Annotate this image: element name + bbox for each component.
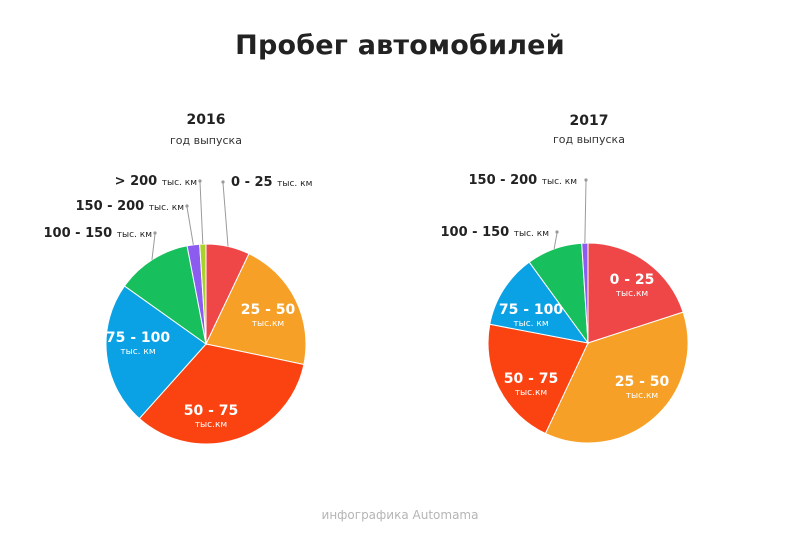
- pie-2017-slice-5-label: 150 - 200 тыс. км: [469, 173, 578, 188]
- pie-2016-slice-6-label: > 200 тыс. км: [115, 174, 197, 189]
- pie-2017-slice-0-label: 0 - 25: [610, 272, 655, 288]
- pie-2016-slice-4-label: 100 - 150 тыс. км: [44, 226, 153, 241]
- pie-2016-slice-3: [105, 285, 207, 420]
- pie-2017-slice-3-unit: тыс. км: [513, 319, 548, 329]
- pie-2016-slice-2-label: 50 - 75: [184, 403, 239, 419]
- pie-2016-slice-4: [123, 245, 207, 346]
- pie-2017-slice-4-leader: [553, 232, 558, 249]
- pie-2017-slice-5: [581, 242, 589, 344]
- pie-2017-slice-1-unit: тыс.км: [626, 391, 658, 401]
- pie-2016-slice-0-label: 0 - 25 тыс. км: [231, 175, 312, 190]
- pie-2017-slice-1: [544, 311, 689, 444]
- pie-2016-slice-4-dot: [153, 231, 157, 235]
- pie-2016-slice-3-label: 75 - 100: [106, 330, 171, 346]
- pie-2016-slice-3-unit: тыс. км: [120, 347, 155, 357]
- pie-2017-slice-3: [489, 261, 590, 344]
- chart-2016-subtitle: год выпуска: [170, 134, 242, 147]
- pie-2017-slice-0: [587, 242, 684, 344]
- pie-2017-slice-2-unit: тыс.км: [515, 388, 547, 398]
- pie-2017-slice-2: [487, 323, 589, 435]
- pie-2016-slice-2: [138, 343, 305, 445]
- pie-2017-slice-4-label: 100 - 150 тыс. км: [441, 225, 550, 240]
- chart-2016-title: 2016: [186, 112, 226, 128]
- pie-2016-slice-1-unit: тыс.км: [252, 319, 284, 329]
- footer-credit: инфографика Automama: [321, 508, 479, 522]
- pie-2016-slice-6-dot: [198, 179, 202, 183]
- pie-2017-slice-2-label: 50 - 75: [504, 371, 559, 387]
- chart-2017-subtitle: год выпуска: [553, 133, 625, 146]
- pie-2017-slice-0-unit: тыс.км: [616, 289, 648, 299]
- chart-2017-title: 2017: [569, 113, 609, 129]
- pie-2016-slice-0-leader: [222, 182, 229, 247]
- pie-2017-slice-1-label: 25 - 50: [615, 374, 670, 390]
- pie-2016-slice-6-leader: [199, 181, 204, 245]
- pie-2016-slice-2-unit: тыс.км: [195, 420, 227, 430]
- pie-2016-slice-5-dot: [185, 204, 189, 208]
- page-title: Пробег автомобилей: [235, 30, 565, 61]
- pie-2016-slice-0-dot: [221, 180, 225, 184]
- pie-2016-slice-1-label: 25 - 50: [241, 302, 296, 318]
- pie-2017-slice-5-leader: [584, 180, 587, 244]
- pie-2016-slice-1: [205, 253, 307, 366]
- pie-2017-slice-5-dot: [584, 178, 588, 182]
- pie-2016-slice-4-leader: [151, 233, 156, 260]
- pie-2017-slice-3-label: 75 - 100: [499, 302, 564, 318]
- pie-2016-slice-5-leader: [186, 206, 194, 245]
- pie-2017-slice-4-dot: [555, 230, 559, 234]
- pie-2016-slice-5-label: 150 - 200 тыс. км: [76, 199, 185, 214]
